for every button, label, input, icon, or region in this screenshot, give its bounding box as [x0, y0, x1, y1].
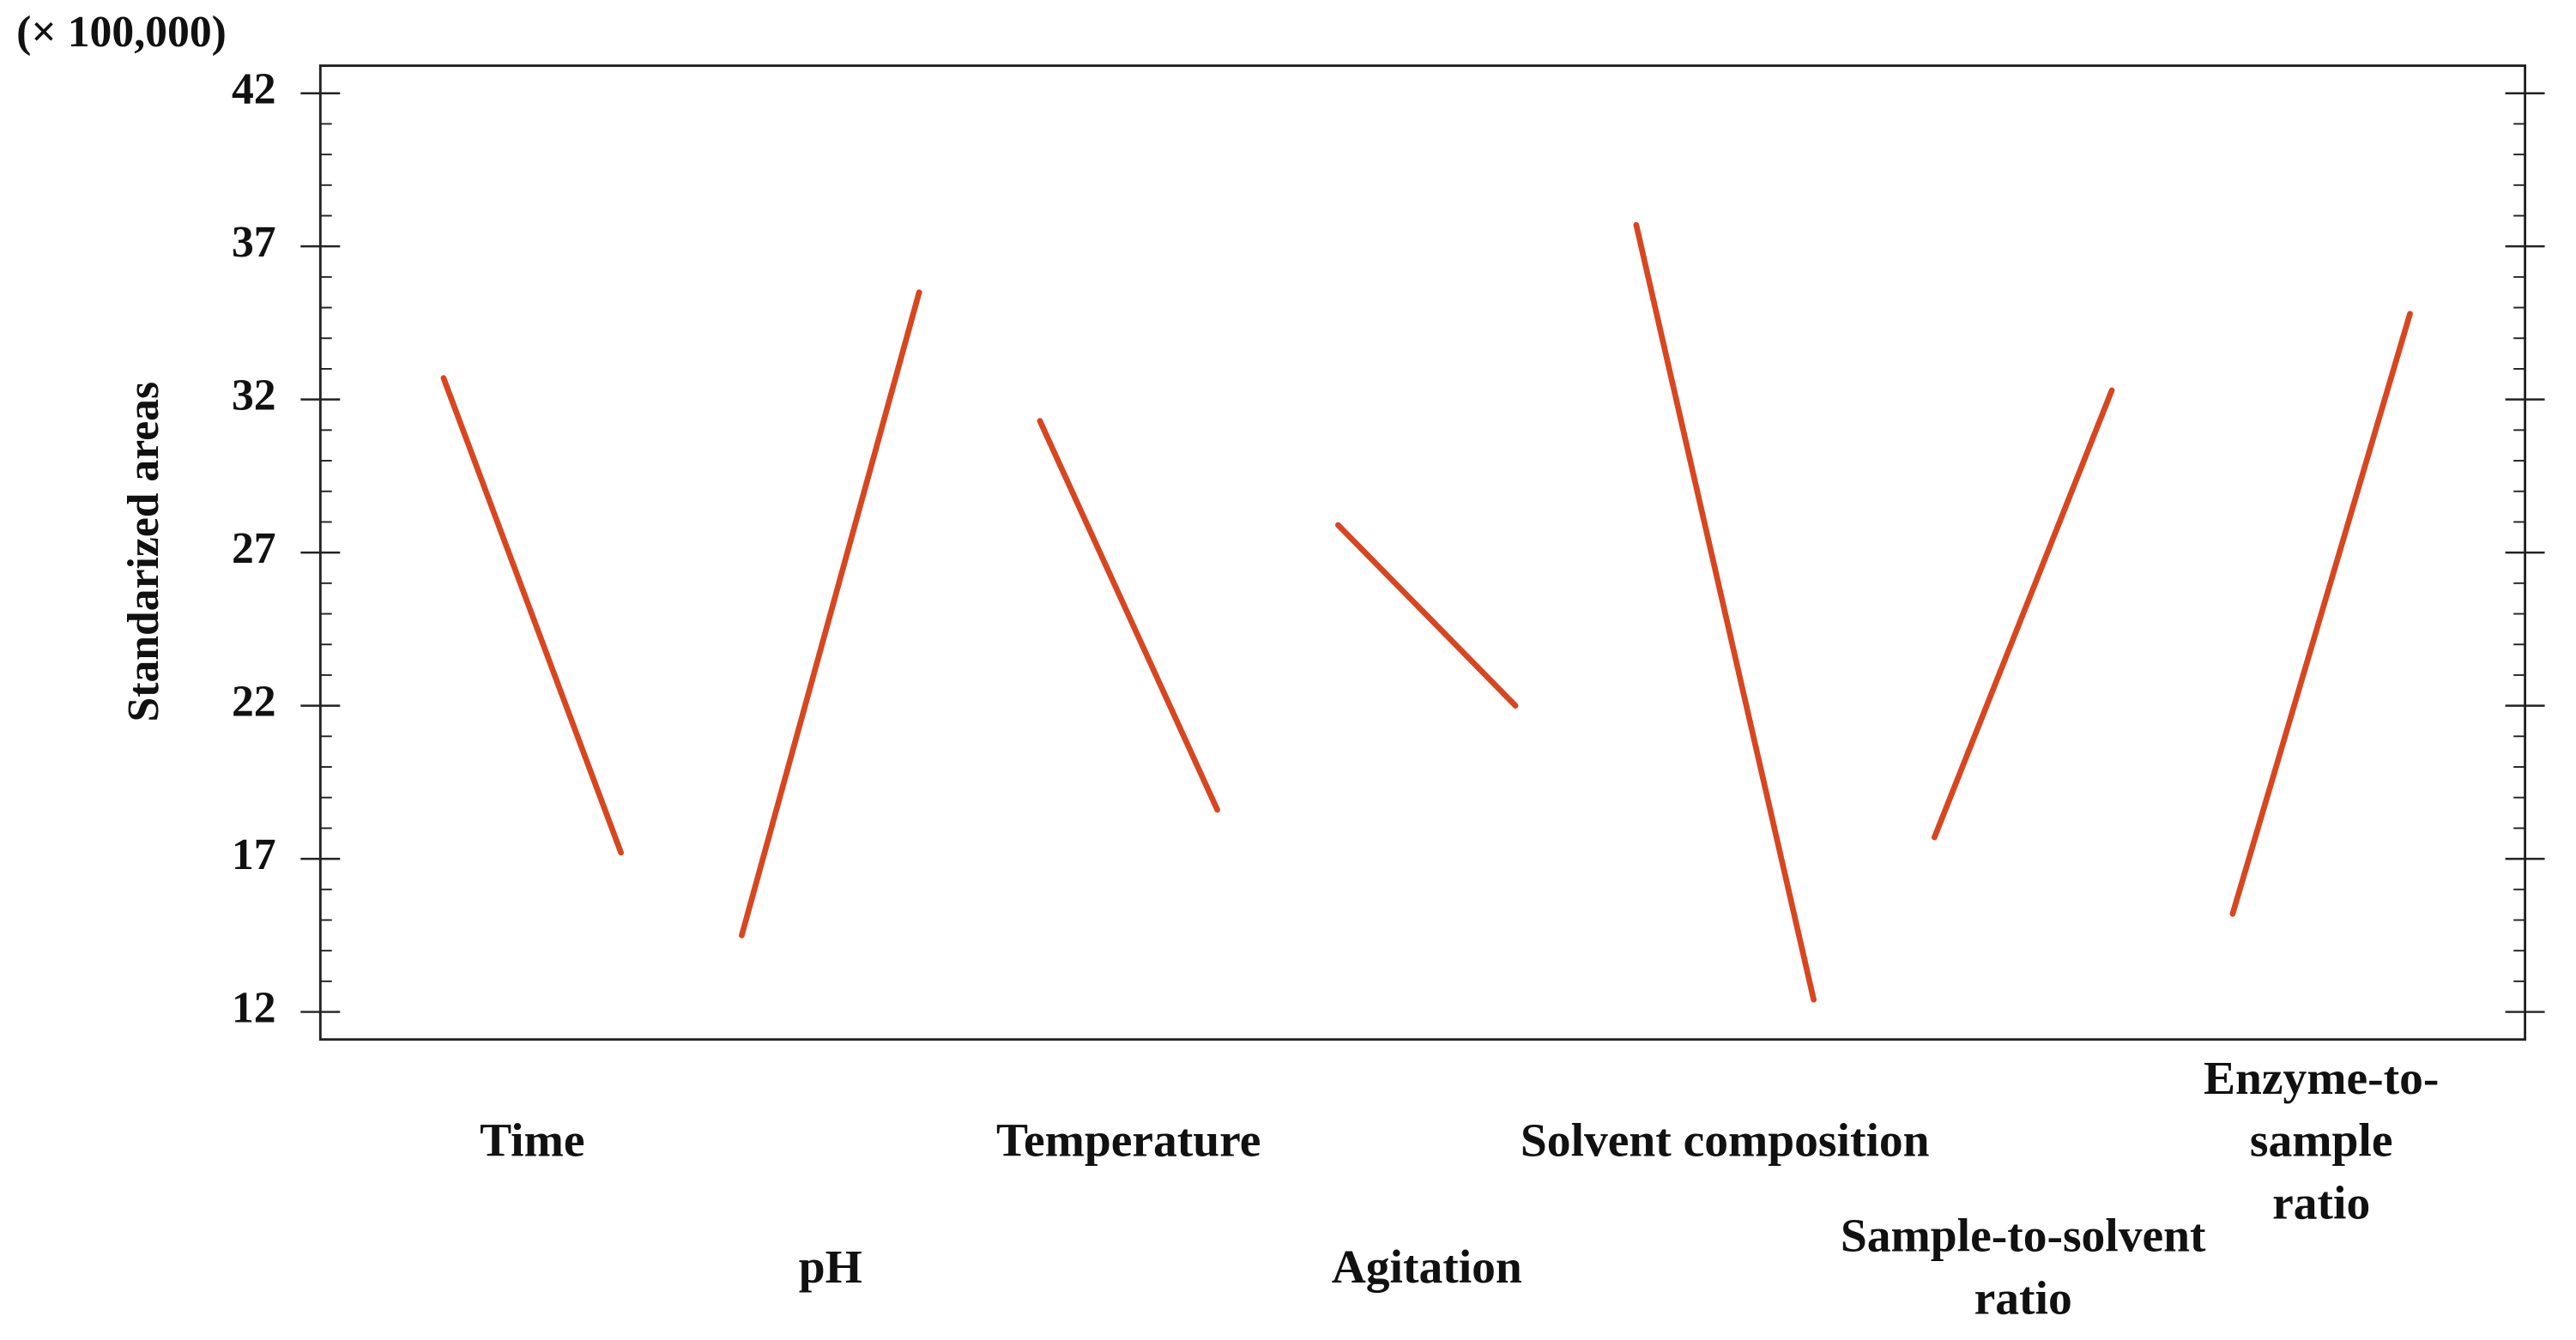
effect-line — [2229, 311, 2413, 917]
y-tick-label: 17 — [232, 830, 276, 879]
plot-frame — [318, 64, 2527, 1041]
y-unit-label: (× 100,000) — [16, 8, 227, 57]
effect-line — [739, 289, 922, 939]
x-category-label: Time — [480, 1114, 585, 1168]
x-category-label: Agitation — [1331, 1241, 1522, 1295]
y-tick-label: 42 — [232, 65, 276, 114]
y-tick-label: 27 — [232, 524, 276, 573]
y-axis-title: Standarized areas — [119, 382, 168, 722]
y-tick-label: 37 — [232, 218, 276, 267]
x-category-label: Temperature — [996, 1114, 1261, 1168]
effect-line — [1633, 221, 1817, 1003]
y-tick-label: 32 — [232, 371, 276, 420]
effect-line — [1931, 387, 2115, 841]
x-category-label: pH — [798, 1241, 862, 1295]
effect-line — [440, 375, 625, 856]
x-category-label: Enzyme-to-sample ratio — [2203, 1053, 2440, 1230]
effect-line — [1335, 522, 1519, 709]
x-category-label: Sample-to-solvent ratio — [1840, 1210, 2206, 1325]
y-tick-label: 12 — [232, 983, 276, 1032]
y-tick-label: 22 — [232, 677, 276, 726]
effect-line — [1037, 418, 1220, 813]
x-category-label: Solvent composition — [1520, 1114, 1930, 1168]
